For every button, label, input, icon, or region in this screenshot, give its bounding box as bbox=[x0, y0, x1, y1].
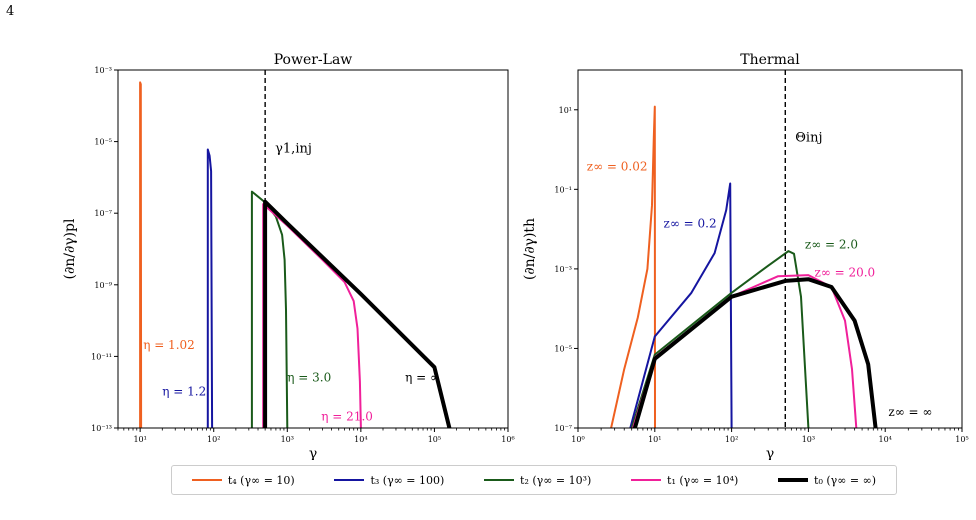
chart1-annotation-t2: η = 3.0 bbox=[287, 370, 331, 384]
chart2-y-tick-label: 10⁻¹ bbox=[554, 185, 572, 194]
chart1-x-tick-label: 10² bbox=[207, 435, 220, 444]
chart2-injection-label: Θinj bbox=[795, 130, 822, 145]
chart1-y-tick-label: 10⁻⁷ bbox=[94, 209, 112, 218]
chart2-frame bbox=[577, 69, 963, 429]
chart1-frame bbox=[117, 69, 509, 429]
chart2-annotation-t2: z∞ = 2.0 bbox=[805, 237, 858, 251]
legend: t₄ (γ∞ = 10) t₃ (γ∞ = 100) t₂ (γ∞ = 10³)… bbox=[171, 465, 897, 495]
chart1-injection-label: γ1,inj bbox=[275, 141, 312, 156]
legend-entry-t2: t₂ (γ∞ = 10³) bbox=[484, 474, 591, 487]
chart1-y-tick-label: 10⁻³ bbox=[94, 66, 112, 75]
chart1-title: Power-Law bbox=[274, 52, 353, 68]
chart2-x-tick-label: 10³ bbox=[802, 435, 815, 444]
chart1-annotation-t1: η = 21.0 bbox=[321, 410, 373, 424]
chart2-series-t0 bbox=[632, 277, 878, 429]
legend-line-t3 bbox=[334, 479, 365, 481]
legend-label-t3: t₃ (γ∞ = 100) bbox=[370, 473, 445, 487]
chart1-y-tick-label: 10⁻⁵ bbox=[94, 138, 112, 147]
chart1-annotation-t4: η = 1.02 bbox=[143, 338, 195, 352]
chart1-x-tick-label: 10⁶ bbox=[501, 435, 514, 444]
chart1-y-tick-label: 10⁻¹¹ bbox=[91, 352, 112, 361]
chart2-series-t3 bbox=[629, 182, 733, 429]
chart2-y-tick-label: 10⁻⁵ bbox=[554, 344, 572, 353]
chart1-y-axis-label: (∂n/∂γ)pl bbox=[62, 218, 78, 279]
figure-charts: γ1,inj 10¹ 10² 10³ 10⁴ 10⁵ 10⁶ 10⁻¹³ 10⁻¹¹ 10⁻⁹ 10… bbox=[62, 52, 969, 460]
chart2-y-tick-label: 10¹ bbox=[559, 106, 572, 115]
chart2-x-tick-label: 10⁵ bbox=[955, 435, 968, 444]
chart2-y-tick-label: 10⁻⁷ bbox=[554, 424, 572, 433]
chart2-x-tick-label: 10² bbox=[725, 435, 738, 444]
legend-entry-t3: t₃ (γ∞ = 100) bbox=[334, 474, 444, 487]
chart1-annotation-t0: η = ∞ bbox=[405, 370, 440, 384]
chart2-y-tick-label: 10⁻³ bbox=[554, 265, 572, 274]
chart1-x-tick-label: 10⁵ bbox=[428, 435, 441, 444]
chart2-annotation-t3: z∞ = 0.2 bbox=[664, 216, 717, 230]
chart1-series-t1 bbox=[262, 203, 362, 429]
page-number: 4 bbox=[6, 4, 15, 19]
chart1-annotation-t3: η = 1.2 bbox=[162, 385, 206, 399]
legend-line-t0 bbox=[778, 478, 809, 482]
chart1-series-t0 bbox=[263, 199, 452, 429]
chart2-x-tick-label: 10⁰ bbox=[571, 435, 584, 444]
chart2-y-axis-label: (∂n/∂γ)th bbox=[522, 218, 538, 280]
legend-line-t2 bbox=[484, 479, 515, 481]
chart1-x-tick-label: 10³ bbox=[281, 435, 294, 444]
chart2-annotation-t0: z∞ = ∞ bbox=[888, 405, 932, 419]
chart2-title: Thermal bbox=[740, 52, 800, 68]
chart1-series-t2 bbox=[250, 190, 289, 429]
legend-entry-t4: t₄ (γ∞ = 10) bbox=[191, 473, 295, 487]
chart2-x-axis-label: γ bbox=[766, 446, 774, 460]
chart1-x-tick-label: 10¹ bbox=[133, 435, 146, 444]
legend-label-t4: t₄ (γ∞ = 10) bbox=[227, 473, 295, 487]
legend-label-t2: t₂ (γ∞ = 10³) bbox=[520, 473, 592, 487]
legend-line-t1 bbox=[631, 479, 662, 481]
chart1-y-tick-label: 10⁻⁹ bbox=[94, 281, 112, 290]
chart1-y-tick-label: 10⁻¹³ bbox=[91, 424, 112, 433]
chart2-annotation-t1: z∞ = 20.0 bbox=[814, 265, 875, 279]
chart2-series-t2 bbox=[630, 250, 810, 429]
legend-entry-t0: t₀ (γ∞ = ∞) bbox=[778, 474, 876, 487]
chart2-series-t4 bbox=[610, 105, 656, 429]
chart1-series-t3 bbox=[206, 148, 214, 429]
chart2-annotation-t4: z∞ = 0.02 bbox=[587, 159, 648, 173]
chart1-x-tick-label: 10⁴ bbox=[354, 435, 367, 444]
chart2-x-tick-label: 10⁴ bbox=[879, 435, 892, 444]
legend-label-t0: t₀ (γ∞ = ∞) bbox=[814, 473, 877, 487]
chart1-series-t4 bbox=[139, 81, 143, 429]
legend-entry-t1: t₁ (γ∞ = 10⁴) bbox=[631, 474, 738, 487]
chart1-x-axis-label: γ bbox=[309, 446, 317, 460]
legend-label-t1: t₁ (γ∞ = 10⁴) bbox=[667, 473, 739, 487]
legend-line-t4 bbox=[191, 479, 222, 481]
chart2-x-tick-label: 10¹ bbox=[648, 435, 661, 444]
